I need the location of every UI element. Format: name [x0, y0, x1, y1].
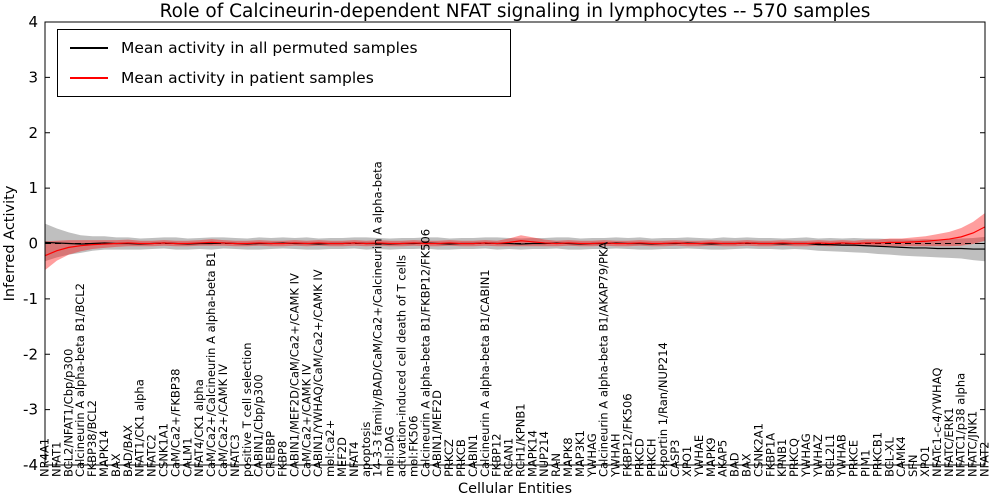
x-tick-label: PRKCD [632, 438, 646, 477]
x-tick-label: CaM/Ca2+/FKBP38 [168, 369, 182, 477]
x-tick-label: activation-induced cell death of T cells [394, 255, 408, 477]
x-tick-label: Calcineurin A alpha-beta B1/AKAP79/PKA [597, 242, 611, 477]
x-tick-label: CABIN1/YWHAQ/CaM/Ca2+/CAMK IV [311, 269, 325, 477]
x-tick-label: FKBP8 [275, 441, 289, 477]
x-tick-label: CABIN1 [466, 434, 480, 477]
x-tick-label: Calcineurin A alpha-beta B1/BCL2 [73, 283, 87, 477]
x-tick-label: NFATC3 [228, 434, 242, 477]
x-tick-label: apoptosis [359, 422, 373, 477]
x-tick-label: RCH1/KPNB1 [513, 403, 527, 477]
x-tick-label: FKBP12/FK506 [621, 393, 635, 477]
x-tick-label: NFAT4 [347, 442, 361, 477]
legend-item-patient: Mean activity in patient samples [58, 63, 510, 93]
x-tick-label: NUP214 [537, 431, 551, 477]
x-tick-label: CALM1 [180, 437, 194, 477]
x-tick-label: CSNK2A1 [751, 423, 765, 477]
x-tick-label: Exportin 1/Ran/NUP214 [656, 342, 670, 477]
permuted-confidence-band [45, 223, 985, 262]
x-tick-label: XPO1 [918, 446, 932, 477]
x-tick-label: BCL-XL [882, 437, 896, 477]
x-tick-label: Calcineurin A alpha-beta B1/CABIN1 [478, 269, 492, 477]
x-tick-label: BCL2/NFAT1/Cbp/p300 [61, 349, 75, 477]
x-tick-label: MAPK9 [704, 437, 718, 477]
legend-item-permuted: Mean activity in all permuted samples [58, 33, 510, 63]
x-tick-label: PRKCB [454, 439, 468, 477]
y-tick-label: -4 [23, 456, 38, 474]
x-tick-label: CABIN1/MEF2D/CaM/Ca2+/CAMK IV [287, 273, 301, 477]
y-tick-label: -3 [23, 401, 38, 419]
x-tick-label: YWHAG [799, 433, 813, 478]
x-tick-label: mol:Ca2+ [323, 420, 337, 477]
y-tick-label: 1 [28, 179, 38, 197]
y-tick-label: 0 [28, 235, 38, 253]
x-tick-label: CaM/Ca2+/CAMK IV [299, 364, 313, 477]
y-axis-label: Inferred Activity [2, 185, 18, 301]
x-tick-label: PRKCQ [787, 438, 801, 477]
x-tick-label: NFAT1/CK1 alpha [133, 379, 147, 477]
chart-title: Role of Calcineurin-dependent NFAT signa… [159, 1, 871, 22]
x-tick-label: Calcineurin A alpha-beta B1/FKBP12/FK506 [418, 229, 432, 477]
y-tick-label: 4 [28, 13, 38, 31]
x-tick-label: CAMK4 [894, 436, 908, 477]
patient-mean-line [45, 226, 985, 257]
x-tick-label: FKBP38/BCL2 [85, 400, 99, 477]
x-tick-label: PRKCE [847, 440, 861, 477]
x-tick-label: FKBP1A [763, 433, 777, 477]
x-tick-label: CASP3 [668, 440, 682, 477]
x-tick-label: PRKCH [644, 438, 658, 477]
x-tick-label: PRKCB1 [870, 432, 884, 477]
x-tick-label: MAPK8 [561, 437, 575, 477]
x-tick-label: CABIN1/MEF2D [430, 390, 444, 477]
x-tick-label: mol:FK506 [406, 416, 420, 477]
black-line-swatch [70, 47, 108, 49]
x-tick-label: CSNK1A1 [156, 423, 170, 477]
x-tick-label: YWHAH [609, 433, 623, 478]
x-tick-label: mol:DAG [383, 426, 397, 477]
x-tick-label: AKAP5 [716, 440, 730, 477]
x-tick-label: XPO1 [680, 446, 694, 477]
x-tick-label: FKBP12 [490, 433, 504, 477]
x-tick-label: RCAN1 [502, 438, 516, 477]
x-tick-label: NFATc1-c-4/YWHAQ [930, 368, 944, 477]
red-line-swatch [70, 77, 108, 79]
x-tick-label: NFATC/ERK1 [942, 407, 956, 477]
x-tick-label: CABIN1/Cbp/p300 [252, 374, 266, 477]
x-tick-label: YWHAB [835, 434, 849, 478]
y-tick-label: -1 [23, 290, 38, 308]
legend-label-patient: Mean activity in patient samples [121, 69, 374, 87]
y-tick-label: 2 [28, 124, 38, 142]
x-axis-label: Cellular Entities [457, 481, 573, 497]
x-tick-label: PIM1 [859, 449, 873, 477]
x-tick-label: 14-3-3 family/BAD/CaM/Ca2+/Calcineurin A… [371, 161, 385, 477]
x-tick-label: YWHAZ [811, 434, 825, 478]
x-tick-label: NFATC2 [145, 434, 159, 477]
x-tick-label: NFAT4/CK1 alpha [192, 379, 206, 477]
x-tick-label: KPNB1 [775, 439, 789, 477]
x-tick-label: positive T cell selection [240, 342, 254, 477]
x-tick-label: CaM/Ca2+/CAMK IV [216, 364, 230, 477]
x-tick-label: YWHAG [585, 433, 599, 478]
x-tick-label: PRKCZ [442, 439, 456, 477]
x-tick-label: NFATC/JNK1 [966, 411, 980, 477]
x-tick-label: MEF2D [335, 437, 349, 477]
permuted-mean-line [45, 241, 985, 250]
y-tick-label: 3 [28, 68, 38, 86]
x-tick-label: NFATC1/p38 alpha [954, 373, 968, 477]
x-tick-label: BAD/BAX [121, 425, 135, 477]
x-tick-label: YWHAE [692, 435, 706, 478]
legend-label-permuted: Mean activity in all permuted samples [121, 39, 418, 57]
legend: Mean activity in all permuted samples Me… [57, 29, 511, 97]
x-tick-label: SFN [906, 454, 920, 477]
x-tick-label: CaM/Ca2+/Calcineurin A alpha-beta B1 [204, 252, 218, 477]
y-tick-label: -2 [23, 345, 38, 363]
x-tick-label: NFAT1 [49, 442, 63, 477]
x-tick-label: BCL2L1 [823, 434, 837, 477]
